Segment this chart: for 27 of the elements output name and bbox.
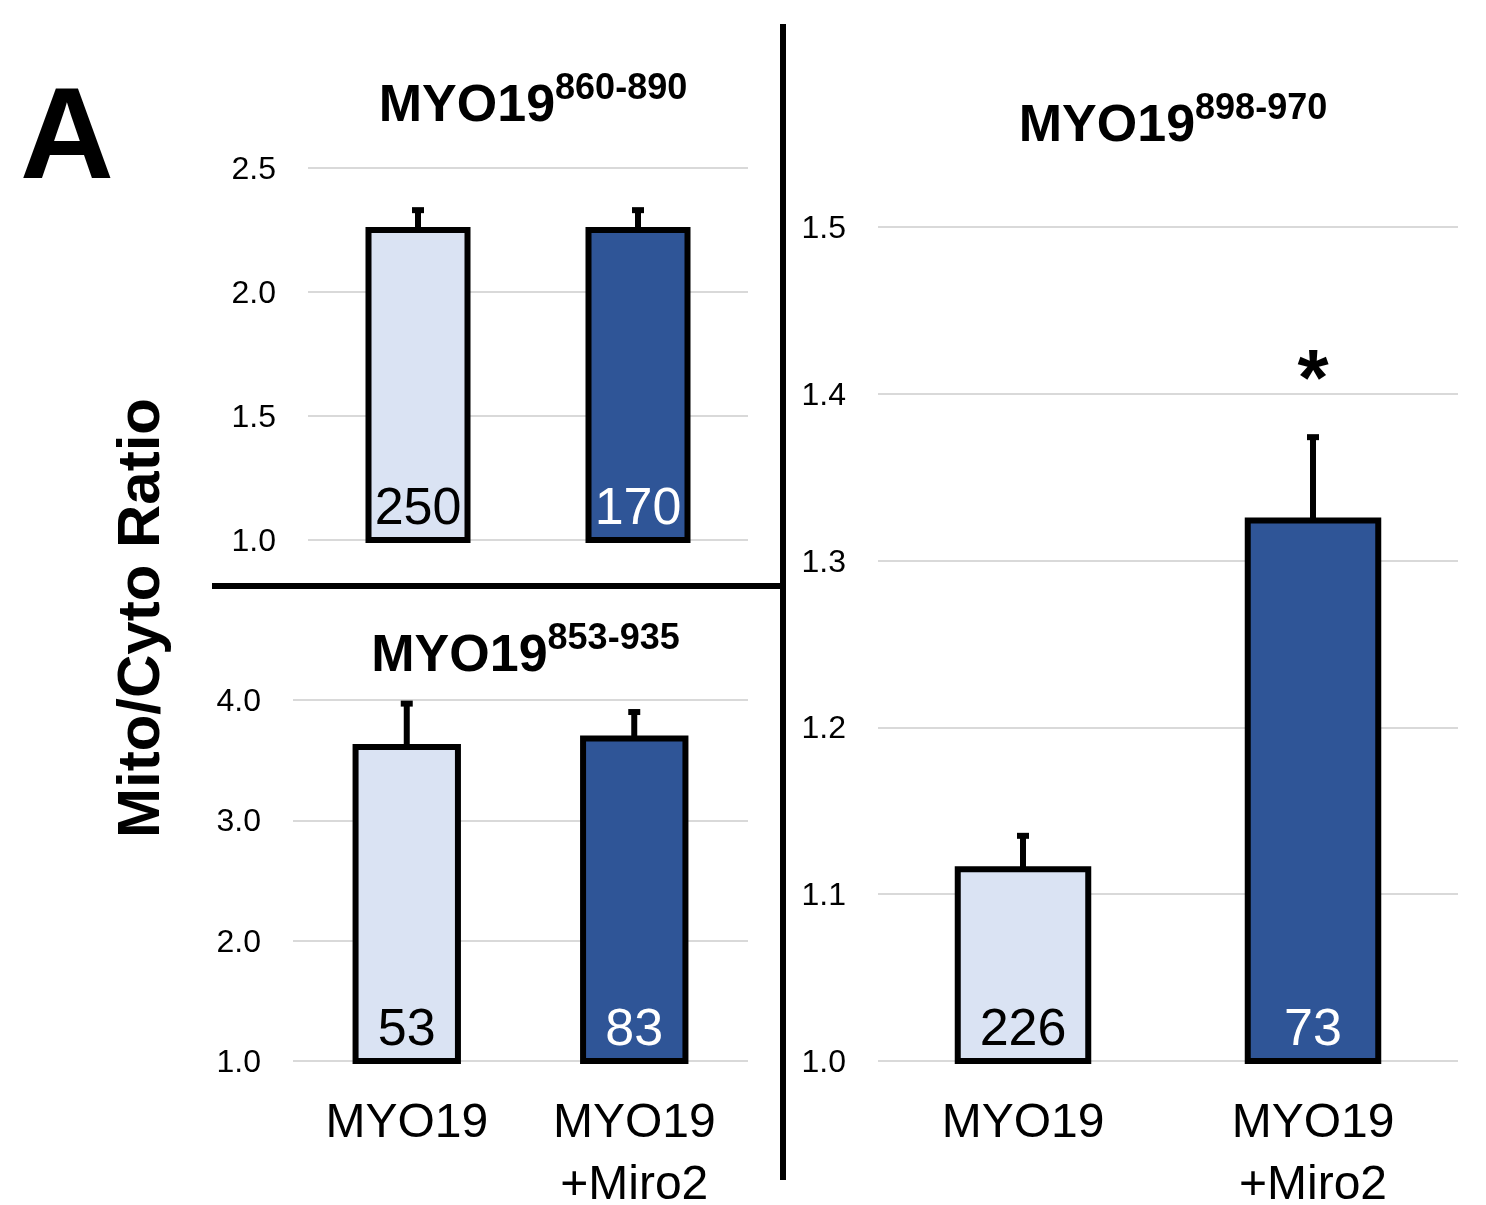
y-axis-title: Mito/Cyto Ratio xyxy=(103,398,173,838)
x-tick-label: MYO19 +Miro2 xyxy=(1231,1093,1395,1205)
annotation: 53 xyxy=(377,998,436,1056)
y-tick-label: 1.4 xyxy=(801,375,846,412)
y-tick-label: 1.0 xyxy=(216,1043,261,1079)
annotation: 73 xyxy=(1284,998,1342,1056)
y-tick-label: 4.0 xyxy=(216,682,261,718)
annotation: * xyxy=(1297,332,1330,422)
y-tick-label: 1.1 xyxy=(801,876,846,913)
y-tick-label: 2.0 xyxy=(231,274,276,310)
y-tick-label: 1.5 xyxy=(231,398,276,434)
y-tick-label: 1.0 xyxy=(801,1043,846,1079)
x-tick-label: MYO19 xyxy=(941,1093,1105,1147)
annotation: 250 xyxy=(374,477,462,535)
y-tick-label: 1.3 xyxy=(801,542,846,579)
y-tick-label: 2.5 xyxy=(231,150,276,186)
x-tick-label: MYO19 xyxy=(325,1093,489,1147)
y-tick-label: 3.0 xyxy=(216,802,261,839)
annotation: 83 xyxy=(605,998,664,1056)
y-tick-label: 1.0 xyxy=(231,522,276,558)
text: A xyxy=(20,60,114,206)
annotation: 226 xyxy=(979,998,1067,1056)
y-tick-label: 2.0 xyxy=(216,922,261,959)
y-tick-label: 1.2 xyxy=(801,709,846,746)
y-tick-label: 1.5 xyxy=(801,209,846,245)
x-tick-label: MYO19 +Miro2 xyxy=(552,1093,716,1205)
annotation: 170 xyxy=(594,477,682,535)
